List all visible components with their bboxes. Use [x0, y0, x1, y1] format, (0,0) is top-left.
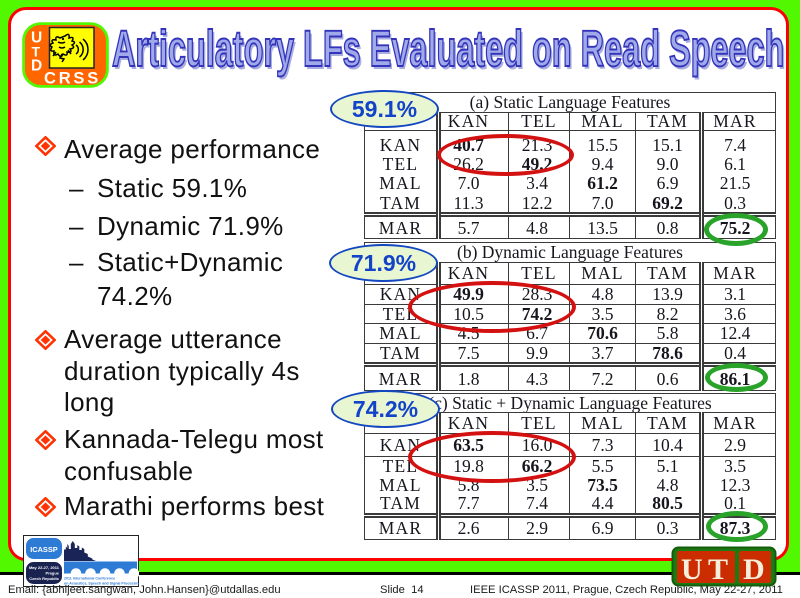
svg-text:U: U	[681, 553, 703, 586]
svg-text:May 22-27, 2011: May 22-27, 2011	[29, 565, 60, 570]
svg-text:D: D	[743, 553, 765, 586]
svg-text:2011 International Conference: 2011 International Conference	[64, 577, 115, 581]
svg-text:T: T	[708, 553, 728, 586]
svg-text:ICASSP: ICASSP	[30, 545, 58, 554]
svg-text:CRSS: CRSS	[44, 70, 101, 88]
svg-text:U: U	[31, 30, 42, 47]
svg-text:D: D	[31, 58, 42, 75]
svg-text:on Acoustics, Speech and Signa: on Acoustics, Speech and Signal Processi…	[64, 582, 139, 586]
svg-text:T: T	[32, 44, 41, 60]
svg-text:Prague: Prague	[45, 571, 59, 576]
svg-text:Czech Republic: Czech Republic	[29, 576, 60, 581]
